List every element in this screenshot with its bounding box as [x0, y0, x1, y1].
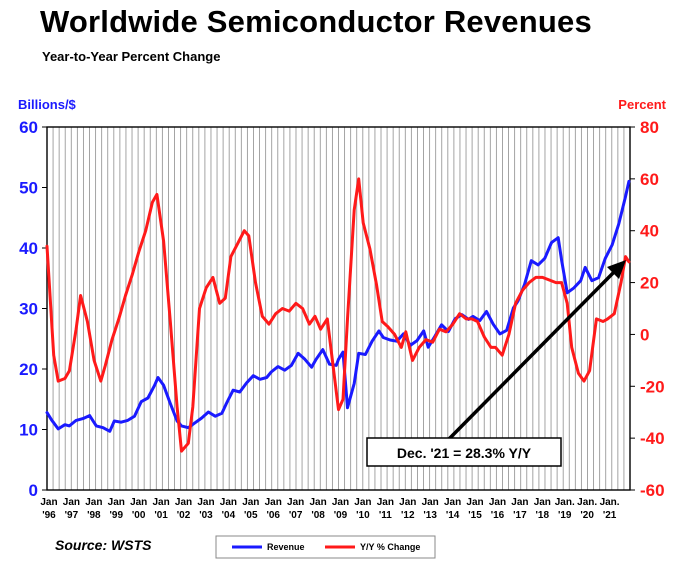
x-tick-label-top: Jan: [534, 497, 551, 508]
y-right-tick-label: 20: [640, 274, 659, 293]
legend: Revenue Y/Y % Change: [215, 535, 436, 559]
series-lines: [45, 177, 631, 453]
x-tick-label-top: Jan: [197, 497, 214, 508]
x-tick-label-bottom: '97: [65, 510, 79, 521]
x-tick-label-bottom: '14: [446, 510, 460, 521]
x-tick-label-bottom: '17: [513, 510, 527, 521]
y-right-tick-label: 60: [640, 170, 659, 189]
x-tick-label-top: Jan: [85, 497, 102, 508]
x-tick-label-bottom: '04: [222, 510, 236, 521]
annotation-box: [366, 437, 562, 467]
x-tick-label-top: Jan: [332, 497, 349, 508]
annotation-arrowhead: [607, 260, 626, 279]
annotation-arrow-line: [443, 266, 620, 445]
x-tick-label-bottom: '99: [110, 510, 124, 521]
yoy-change-line: [45, 177, 631, 453]
y-left-tick-label: 60: [19, 118, 38, 137]
x-tick-label-bottom: '98: [87, 510, 101, 521]
x-tick-label-top: Jan: [130, 497, 147, 508]
x-tick-label-bottom: '02: [177, 510, 191, 521]
x-tick-label-bottom: '12: [401, 510, 415, 521]
x-tick-label-top: Jan: [399, 497, 416, 508]
x-tick-label-top: Jan: [108, 497, 125, 508]
x-tick-label-top: Jan: [220, 497, 237, 508]
y-left-tick-label: 20: [19, 360, 38, 379]
y-right-ticks: 80 60 40 20 0 -20 -40 -60: [630, 118, 665, 500]
x-tick-label-top: Jan: [287, 497, 304, 508]
x-tick-label-top: Jan: [489, 497, 506, 508]
x-tick-label-top: Jan: [377, 497, 394, 508]
y-axis-right-label: Percent: [618, 97, 666, 112]
y-right-tick-label: 80: [640, 118, 659, 137]
y-left-tick-label: 10: [19, 421, 38, 440]
x-ticks: Jan '96 Jan '97 Jan '98 Jan '99 Jan '00 Jan '01 Jan '…: [40, 497, 619, 521]
y-axis-left-label: Billions/$: [18, 97, 77, 112]
x-tick-label-bottom: '16: [491, 510, 505, 521]
chart-title: Worldwide Semiconductor Revenues: [40, 4, 592, 39]
x-tick-label-bottom: '00: [132, 510, 146, 521]
y-right-tick-label: 0: [640, 325, 649, 344]
y-right-tick-label: 40: [640, 222, 659, 241]
y-right-tick-label: -60: [640, 481, 665, 500]
x-tick-label-top: Jan.: [577, 497, 597, 508]
source-note: Source: WSTS: [55, 537, 152, 553]
x-tick-label-bottom: '15: [468, 510, 482, 521]
x-tick-label-top: Jan: [152, 497, 169, 508]
x-tick-label-top: Jan: [466, 497, 483, 508]
chart-subtitle: Year-to-Year Percent Change: [42, 49, 221, 64]
x-tick-label-bottom: '10: [356, 510, 370, 521]
y-right-tick-label: -20: [640, 377, 665, 396]
annotation-group: Dec. '21 = 28.3% Y/Y: [366, 260, 626, 467]
x-tick-label-bottom: '08: [311, 510, 325, 521]
revenue-line: [45, 179, 631, 433]
x-tick-label-bottom: '01: [154, 510, 168, 521]
x-tick-label-top: Jan: [63, 497, 80, 508]
x-tick-label-top: Jan: [422, 497, 439, 508]
grid-lines: [52, 127, 625, 490]
x-tick-label-bottom: '11: [379, 510, 392, 521]
x-tick-label-top: Jan: [265, 497, 282, 508]
x-tick-label-bottom: '19: [558, 510, 572, 521]
annotation-text: Dec. '21 = 28.3% Y/Y: [397, 445, 532, 461]
x-tick-label-bottom: '05: [244, 510, 258, 521]
x-tick-label-top: Jan: [175, 497, 192, 508]
x-tick-label-top: Jan.: [555, 497, 575, 508]
x-tick-label-bottom: '96: [42, 510, 56, 521]
x-tick-label-bottom: '06: [266, 510, 280, 521]
y-left-tick-label: 40: [19, 239, 38, 258]
x-tick-label-top: Jan: [511, 497, 528, 508]
x-tick-label-top: Jan: [444, 497, 461, 508]
x-tick-label-bottom: '13: [423, 510, 437, 521]
x-tick-label-top: Jan: [40, 497, 57, 508]
y-left-ticks: 60 50 40 30 20 10 0: [19, 118, 47, 500]
legend-change-label: Y/Y % Change: [360, 542, 420, 552]
y-left-tick-label: 30: [19, 300, 38, 319]
x-tick-label-bottom: '09: [334, 510, 348, 521]
y-left-tick-label: 50: [19, 179, 38, 198]
y-left-tick-label: 0: [29, 481, 38, 500]
x-tick-label-top: Jan.: [600, 497, 620, 508]
x-tick-label-bottom: '21: [603, 510, 617, 521]
y-right-tick-label: -40: [640, 429, 665, 448]
x-tick-label-bottom: '18: [536, 510, 550, 521]
x-tick-label-top: Jan: [309, 497, 326, 508]
x-tick-label-bottom: '07: [289, 510, 303, 521]
legend-revenue-label: Revenue: [267, 542, 305, 552]
x-tick-label-top: Jan: [354, 497, 371, 508]
x-tick-label-top: Jan: [242, 497, 259, 508]
x-tick-label-bottom: '03: [199, 510, 213, 521]
x-tick-label-bottom: '20: [580, 510, 594, 521]
